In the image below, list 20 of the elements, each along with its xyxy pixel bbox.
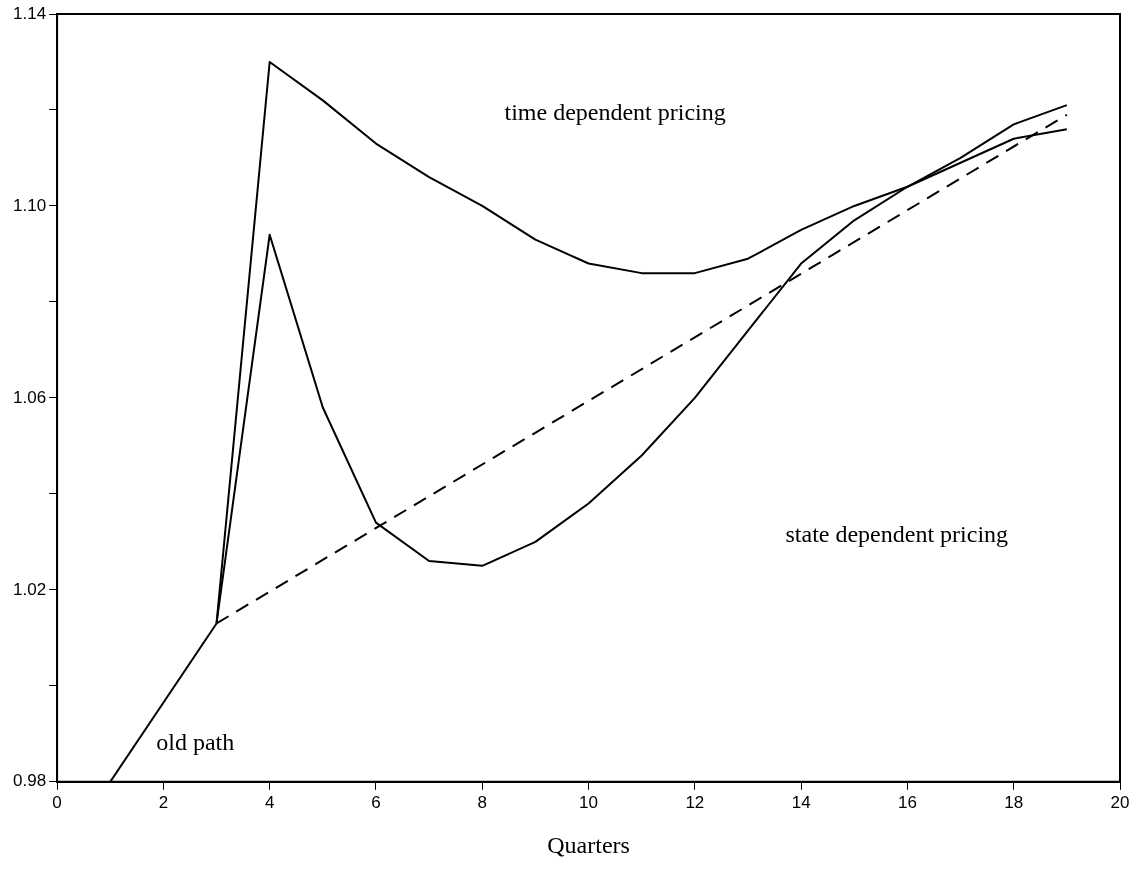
annotation: time dependent pricing	[504, 99, 726, 126]
y-tick-label: 0.98	[12, 771, 47, 791]
x-tick-label: 6	[371, 792, 381, 812]
x-axis-title: Quarters	[547, 831, 630, 858]
y-tick-label: 1.06	[12, 387, 47, 407]
y-tick-label: 1.02	[12, 579, 47, 599]
x-tick-label: 4	[264, 792, 275, 812]
x-tick-label: 14	[791, 792, 811, 812]
x-tick-label: 18	[1004, 792, 1024, 812]
x-tick-label: 12	[685, 792, 705, 812]
x-tick-label: 16	[897, 792, 917, 812]
x-tick-label: 10	[579, 792, 598, 812]
x-tick-label: 20	[1110, 792, 1130, 812]
x-tick-label: 0	[52, 792, 62, 812]
y-tick-label: 1.14	[12, 3, 47, 23]
y-tick-label: 1.10	[12, 195, 47, 215]
annotation: old path	[156, 728, 235, 755]
x-tick-label: 2	[158, 792, 169, 812]
annotation: state dependent pricing	[785, 521, 1009, 548]
x-tick-label: 8	[477, 792, 487, 812]
